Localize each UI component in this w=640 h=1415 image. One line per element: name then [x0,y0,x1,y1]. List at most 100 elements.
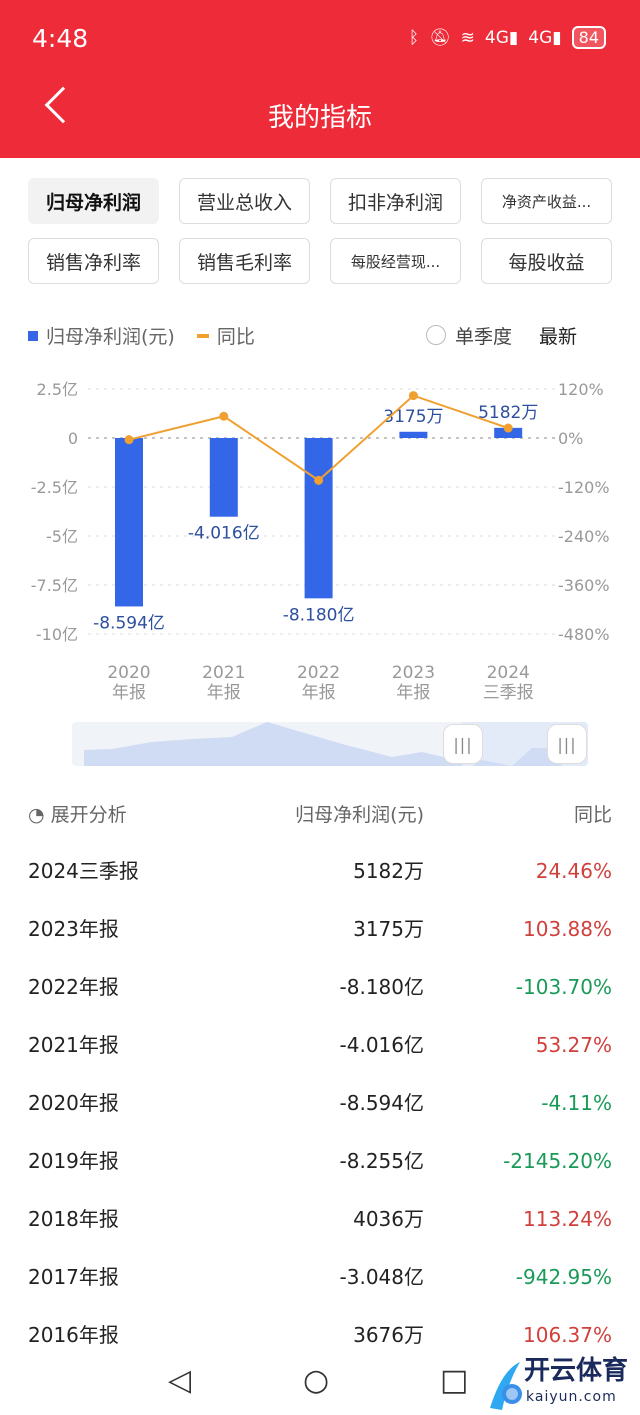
bar-data-label: -4.016亿 [188,524,260,544]
x-tick-label: 2023 [392,663,435,683]
row-value: -8.255亿 [339,1149,424,1173]
legend-line-label: 同比 [216,326,255,348]
right-tick-label: -480% [558,625,610,644]
x-tick-label: 三季报 [483,683,534,703]
battery-level: 84 [571,26,606,49]
yoy-point [124,435,134,445]
tab-metric[interactable]: 销售毛利率 [179,238,310,284]
bar-data-label: 3175万 [383,407,443,427]
tab-metric[interactable]: 销售净利率 [28,238,159,284]
yoy-point [219,411,229,421]
table-row: 2024三季报 5182万 24.46% [28,856,612,886]
signal-4g-icon: 4G▮ [528,27,562,48]
column-header-value: 归母净利润(元) [295,804,424,826]
watermark-emblem [490,1362,522,1410]
yoy-point [408,391,418,401]
bluetooth-icon: ᛒ [408,27,420,48]
left-tick-label: 0 [68,429,78,448]
left-tick-label: -10亿 [36,625,78,644]
row-value: -4.016亿 [339,1033,424,1057]
watermark-text: 开云体育 [524,1356,629,1386]
status-time: 4:48 [32,24,89,53]
left-tick-label: 2.5亿 [37,380,78,399]
single-quarter-label[interactable]: 单季度 [455,326,513,348]
tab-metric[interactable]: 每股收益 [481,238,612,284]
nav-recents-button[interactable]: □ [440,1363,469,1398]
header-bar: 4:48 ᛒ 🔕︎ ≋ 4G▮ 4G▮ 84 我的指标 [0,0,640,158]
x-tick-label: 2021 [202,663,245,683]
legend-bar-swatch [28,330,38,341]
row-yoy: 106.37% [523,1323,612,1347]
tab-metric[interactable]: 净资产收益... [481,178,612,224]
slider-right-handle[interactable]: ||| [547,724,587,764]
bar [304,438,333,599]
row-period: 2017年报 [28,1265,119,1289]
row-yoy: -103.70% [515,975,612,999]
latest-button[interactable]: 最新 [539,326,578,348]
row-period: 2023年报 [28,917,119,941]
yoy-point [314,475,324,485]
table-row: 2023年报 3175万 103.88% [28,914,612,944]
single-quarter-radio[interactable] [426,325,446,345]
watermark-url: kaiyun.com [526,1389,617,1405]
chart: 2.5亿 120% 0 0% -2.5亿 -120% -5亿 -240% -7.5亿 -360% -… [31,380,610,703]
row-period: 2019年报 [28,1149,119,1173]
x-tick-label: 2024 [487,663,530,683]
mute-icon: 🔕︎ [429,27,451,48]
right-tick-label: 0% [558,429,583,448]
page-title: 我的指标 [267,103,372,133]
tab-metric[interactable]: 扣非净利润 [330,178,461,224]
watermark-logo: 开云体育 kaiyun.com [486,1356,636,1412]
row-value: 4036万 [353,1207,424,1231]
slider-left-handle[interactable]: ||| [443,724,483,764]
row-period: 2024三季报 [28,859,139,883]
row-yoy: 24.46% [535,859,612,883]
metric-tabs: 归母净利润 营业总收入 扣非净利润 净资产收益... 销售净利率 销售毛利率 每… [28,178,613,284]
row-yoy: 53.27% [535,1033,612,1057]
row-period: 2021年报 [28,1033,119,1057]
tab-metric[interactable]: 营业总收入 [179,178,310,224]
right-tick-label: -240% [558,527,610,546]
bar [399,431,428,438]
row-value: -3.048亿 [339,1265,424,1289]
left-tick-label: -7.5亿 [31,576,78,595]
table-row: 2018年报 4036万 113.24% [28,1204,612,1234]
x-tick-label: 年报 [207,683,241,703]
row-yoy: -4.11% [541,1091,612,1115]
nav-back-button[interactable]: ◁ [168,1363,192,1398]
table-row: 2021年报 -4.016亿 53.27% [28,1030,612,1060]
x-tick-label: 2020 [107,663,150,683]
row-yoy: 113.24% [523,1207,612,1231]
row-value: 5182万 [353,859,424,883]
table-row: 2019年报 -8.255亿 -2145.20% [28,1146,612,1176]
tab-metric[interactable]: 归母净利润 [28,178,159,224]
bar-data-label: -8.180亿 [283,605,355,625]
nav-home-button[interactable]: ○ [303,1363,330,1398]
signal-4g-icon: 4G▮ [484,27,519,48]
legend-line-swatch [196,333,209,338]
row-yoy: 103.88% [523,917,612,941]
row-yoy: -942.95% [515,1265,612,1289]
row-yoy: -2145.20% [503,1149,612,1173]
bar [115,438,143,607]
row-value: 3676万 [353,1323,424,1347]
table-row: 2016年报 3676万 106.37% [28,1320,612,1350]
row-value: -8.594亿 [339,1091,424,1115]
expand-analysis-button[interactable]: ◔ 展开分析 [28,800,127,827]
table-row: 2017年报 -3.048亿 -942.95% [28,1262,612,1292]
right-tick-label: -360% [558,576,610,595]
pie-chart-icon: ◔ [28,804,51,826]
bar [494,427,523,438]
x-tick-label: 2022 [297,663,340,683]
range-slider[interactable] [72,722,588,766]
chart-legend: 归母净利润(元) 同比 [28,322,255,349]
row-value: 3175万 [353,917,424,941]
legend-bar-label: 归母净利润(元) [46,326,175,348]
row-period: 2020年报 [28,1091,119,1115]
tab-metric[interactable]: 每股经营现... [330,238,461,284]
x-tick-label: 年报 [302,683,336,703]
expand-label: 展开分析 [50,804,127,826]
table-header: ◔ 展开分析 归母净利润(元) 同比 [28,800,612,826]
x-tick-label: 年报 [396,683,430,703]
bar-data-label: -8.594亿 [93,613,165,633]
